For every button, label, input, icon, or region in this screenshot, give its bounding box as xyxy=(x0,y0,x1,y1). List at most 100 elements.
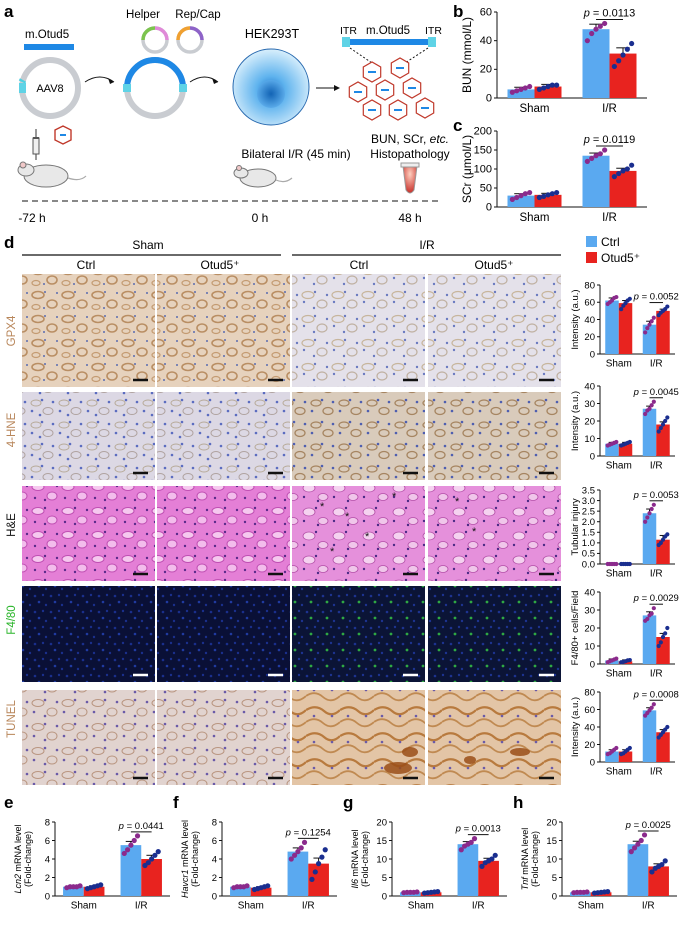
data-point xyxy=(584,889,590,895)
micrograph xyxy=(157,392,290,480)
row-label-tunel: TUNEL xyxy=(6,700,18,738)
micrograph xyxy=(292,274,425,387)
data-point xyxy=(647,406,652,411)
data-point xyxy=(77,883,83,889)
y-axis-label: Il6 mRNA level xyxy=(350,829,360,888)
data-point xyxy=(616,58,622,64)
data-point xyxy=(645,616,650,622)
y-tick-label: 15 xyxy=(376,836,387,847)
y-tick-label: 3.0 xyxy=(582,496,595,507)
data-point xyxy=(593,26,599,32)
data-point xyxy=(614,439,619,445)
x-tick-label: I/R xyxy=(135,901,148,912)
row-label-f480: F4/80 xyxy=(6,605,18,634)
y-tick-label: 6 xyxy=(45,836,50,847)
gene-name: Lcn2 xyxy=(13,874,23,894)
p-value-label: p = 0.0052 xyxy=(633,292,679,303)
bar-ctrl xyxy=(627,844,649,896)
micrograph xyxy=(22,392,155,480)
micrograph xyxy=(428,586,561,682)
y-tick-label: 0 xyxy=(486,201,492,213)
p-value-label: p = 0.0441 xyxy=(118,821,164,832)
data-point xyxy=(549,82,555,88)
y-tick-label: 80 xyxy=(584,687,595,698)
data-point xyxy=(605,888,611,895)
timeline-start: -72 h xyxy=(18,211,45,225)
data-point xyxy=(98,882,104,888)
data-point xyxy=(514,88,520,94)
y-tick-label: 5 xyxy=(552,873,557,884)
p-value: = 0.0025 xyxy=(631,820,671,831)
y-tick-label: 0.0 xyxy=(582,559,595,570)
y-tick-label: 10 xyxy=(546,854,557,865)
gene-name: Tnf xyxy=(520,876,530,891)
x-tick-label: Sham xyxy=(519,103,549,115)
x-tick-label: Sham xyxy=(606,359,632,370)
y-tick-label: 40 xyxy=(584,722,595,733)
data-point xyxy=(291,852,298,858)
data-point xyxy=(545,192,551,198)
data-point xyxy=(651,315,656,320)
y-axis-label-2: (Fold-change) xyxy=(190,831,200,887)
data-point xyxy=(658,540,663,545)
micrograph xyxy=(428,690,561,785)
data-point xyxy=(665,304,670,309)
tunel-positive-area xyxy=(402,747,418,757)
data-point xyxy=(602,20,608,27)
data-point xyxy=(627,296,632,301)
y-axis-label: Intensity (a.u.) xyxy=(570,697,581,757)
data-point xyxy=(616,170,622,177)
y-axis-label: Intensity (a.u.) xyxy=(570,391,581,451)
data-point xyxy=(660,634,666,640)
col-label-4: Otud5⁺ xyxy=(474,258,513,272)
data-point xyxy=(131,837,137,844)
data-point xyxy=(649,403,654,408)
data-point xyxy=(649,506,654,512)
p-value: = 0.0441 xyxy=(124,821,164,832)
micrograph xyxy=(22,486,155,581)
y-tick-label: 2.0 xyxy=(582,517,595,528)
y-axis-label-2: (Fold-change) xyxy=(530,831,540,887)
y-tick-label: 8 xyxy=(45,817,50,828)
panel-label-e: e xyxy=(4,793,13,812)
bar-ctrl xyxy=(230,886,251,896)
micrograph xyxy=(428,486,561,581)
p-value: = 0.0053 xyxy=(639,490,679,501)
y-tick-label: 30 xyxy=(584,605,595,616)
chart-f: 0 2 4 6 8 Havcr1 mRNA level (Fold-change) Sham I… xyxy=(180,817,337,912)
legend-swatch-ctrl xyxy=(586,236,597,247)
data-point xyxy=(309,876,315,882)
mouse-icon-1 xyxy=(17,161,87,188)
data-point xyxy=(643,519,648,524)
data-point xyxy=(124,847,131,853)
p-symbol: p xyxy=(633,689,639,700)
bar-otud5 xyxy=(141,859,162,896)
data-point xyxy=(660,422,666,427)
y-tick-label: 10 xyxy=(376,854,387,865)
bar-otud5 xyxy=(609,53,637,98)
bar-ctrl xyxy=(120,845,142,896)
data-point xyxy=(435,888,441,895)
arrow-2 xyxy=(189,76,219,83)
data-point xyxy=(322,847,328,853)
gene-label: m.Otud5 xyxy=(25,29,69,41)
y-axis-label-rest: mRNA level xyxy=(350,829,360,879)
itr-left-label: ITR xyxy=(340,25,357,37)
legend-swatch-otud5 xyxy=(586,252,597,263)
data-point xyxy=(651,502,656,507)
data-point xyxy=(647,322,652,327)
data-point xyxy=(522,191,528,197)
data-point xyxy=(629,40,635,47)
y-tick-label: 15 xyxy=(546,836,557,847)
y-tick-label: 10 xyxy=(584,434,595,445)
data-point xyxy=(602,147,608,153)
bar-ctrl xyxy=(582,155,610,207)
p-symbol: p xyxy=(583,7,590,19)
micrograph xyxy=(157,486,290,581)
x-tick-label: Sham xyxy=(606,669,632,680)
bar-ctrl xyxy=(287,851,309,896)
itr-right-label: ITR xyxy=(425,25,442,37)
x-tick-label: I/R xyxy=(650,359,663,370)
